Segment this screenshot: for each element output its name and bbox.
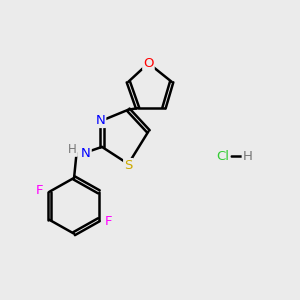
Text: H: H xyxy=(68,143,77,156)
Text: S: S xyxy=(124,159,133,172)
Text: F: F xyxy=(36,184,43,197)
Text: F: F xyxy=(105,215,112,228)
Text: Cl: Cl xyxy=(216,150,229,163)
Text: O: O xyxy=(143,57,154,70)
Text: N: N xyxy=(95,114,105,127)
Text: N: N xyxy=(81,147,91,160)
Text: H: H xyxy=(243,150,253,163)
